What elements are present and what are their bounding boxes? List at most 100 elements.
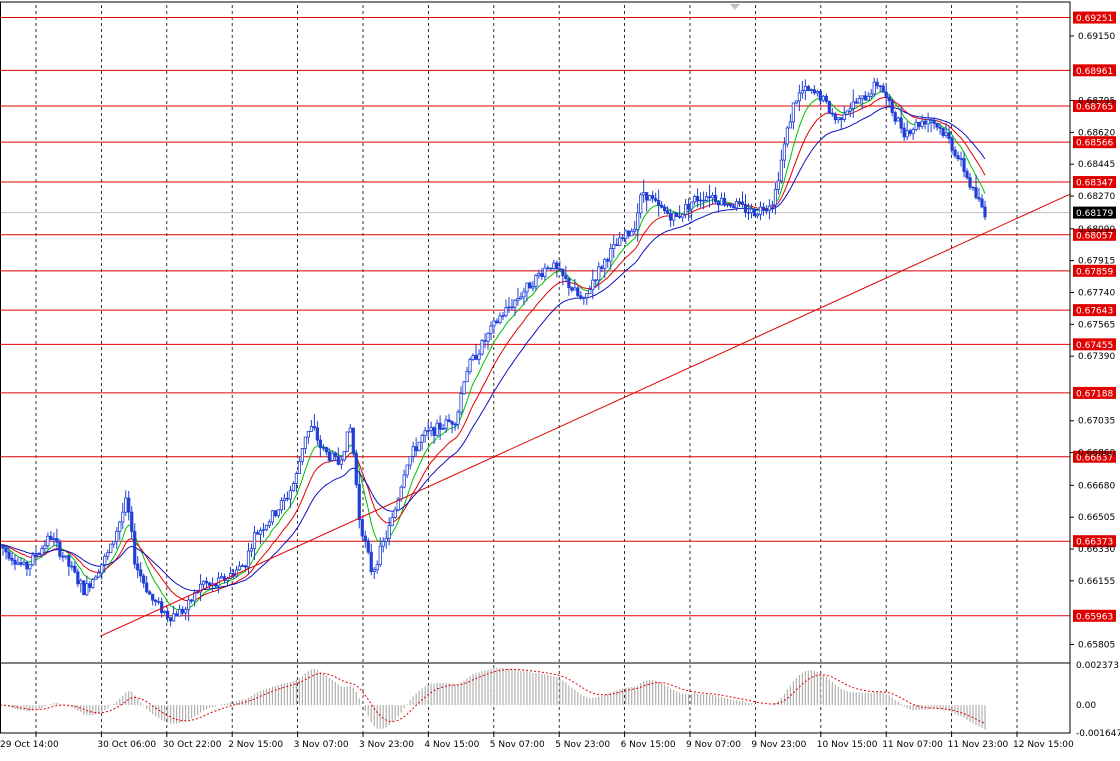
bar-body	[839, 117, 843, 120]
price-bar	[40, 545, 44, 558]
bar-body	[507, 306, 511, 309]
bar-body	[642, 192, 646, 196]
bar-body	[543, 267, 547, 277]
bar-body	[103, 555, 107, 565]
bar-body	[764, 209, 769, 212]
price-bar	[579, 291, 583, 301]
price-bar	[420, 433, 424, 451]
bar-body	[13, 559, 17, 565]
level-label: 0.66373	[1076, 538, 1113, 548]
price-bar	[504, 299, 508, 318]
bar-body	[112, 540, 116, 545]
bar-body	[776, 180, 781, 190]
bar-body	[67, 555, 71, 567]
bar-body	[46, 535, 50, 547]
trendline[interactable]	[99, 193, 1071, 637]
bar-body	[672, 212, 676, 221]
price-bar	[315, 421, 319, 446]
bar-body	[279, 500, 284, 511]
ascending-trendline[interactable]	[99, 193, 1071, 637]
price-bar	[106, 549, 110, 561]
bar-body	[312, 426, 316, 429]
price-bar	[657, 189, 661, 217]
time-tick-label: 9 Nov 23:00	[751, 740, 806, 750]
bar-body	[142, 575, 146, 584]
price-bar	[330, 450, 334, 462]
bar-body	[384, 537, 388, 542]
price-bar	[621, 234, 625, 242]
time-tick-label: 11 Nov 23:00	[948, 740, 1009, 750]
price-bar	[510, 298, 514, 311]
bar-body	[848, 108, 852, 112]
price-bar	[378, 536, 382, 568]
bar-body	[731, 205, 736, 209]
price-bar	[219, 572, 224, 579]
price-bar	[145, 576, 149, 594]
bar-body	[432, 427, 436, 436]
time-tick-label: 29 Oct 14:00	[0, 740, 59, 750]
price-bar	[642, 179, 646, 203]
price-bar	[767, 199, 772, 220]
bar-body	[860, 95, 864, 99]
price-bar	[755, 212, 760, 219]
bar-body	[719, 197, 724, 206]
price-bar	[471, 353, 475, 362]
price-bar	[743, 194, 748, 218]
bar-body	[887, 96, 891, 102]
bar-body	[513, 299, 517, 308]
indicator-tick-label: -0.001647	[1076, 729, 1120, 739]
bar-body	[94, 576, 98, 580]
bar-body	[157, 601, 161, 603]
price-bar	[28, 564, 32, 577]
price-bar	[237, 561, 242, 571]
bar-body	[522, 291, 526, 298]
bar-body	[43, 545, 47, 550]
bar-body	[701, 199, 706, 202]
price-bar	[591, 269, 595, 300]
price-bar	[163, 610, 167, 615]
price-tick-label: 0.67740	[1078, 288, 1115, 298]
bar-body	[246, 550, 251, 568]
bar-body	[468, 359, 472, 373]
price-tick-label: 0.66680	[1078, 481, 1115, 491]
level-label: 0.67188	[1076, 389, 1113, 399]
price-bar	[833, 112, 837, 125]
price-bar	[151, 593, 155, 606]
bar-body	[728, 203, 733, 207]
price-bar	[633, 220, 637, 234]
time-tick-label: 11 Nov 07:00	[882, 740, 943, 750]
bar-body	[169, 617, 173, 622]
price-bar	[184, 606, 188, 620]
price-bar	[172, 605, 176, 622]
bar-body	[495, 320, 499, 324]
bar-body	[582, 297, 586, 299]
bar-body	[531, 286, 535, 289]
bar-body	[591, 279, 595, 290]
price-bar	[576, 285, 580, 297]
price-bar	[402, 469, 406, 489]
bar-body	[893, 112, 897, 122]
bar-body	[207, 582, 212, 586]
price-bar	[154, 598, 158, 607]
price-bar	[809, 88, 813, 94]
bar-body	[624, 230, 628, 239]
price-bar	[157, 597, 161, 605]
price-bar	[279, 497, 284, 514]
bar-body	[139, 569, 143, 577]
price-bar	[839, 117, 843, 130]
price-bar	[489, 321, 493, 341]
bar-body	[977, 197, 981, 200]
price-bar	[375, 560, 379, 574]
price-tick-label: 0.68445	[1078, 160, 1115, 170]
bar-body	[851, 101, 855, 109]
level-label: 0.65963	[1076, 612, 1113, 622]
price-bar	[252, 525, 257, 560]
level-label: 0.68057	[1076, 231, 1113, 241]
bar-body	[393, 509, 397, 518]
bar-body	[687, 204, 691, 210]
price-bar	[480, 339, 484, 356]
price-bar	[166, 607, 170, 623]
price-bar	[878, 85, 882, 93]
